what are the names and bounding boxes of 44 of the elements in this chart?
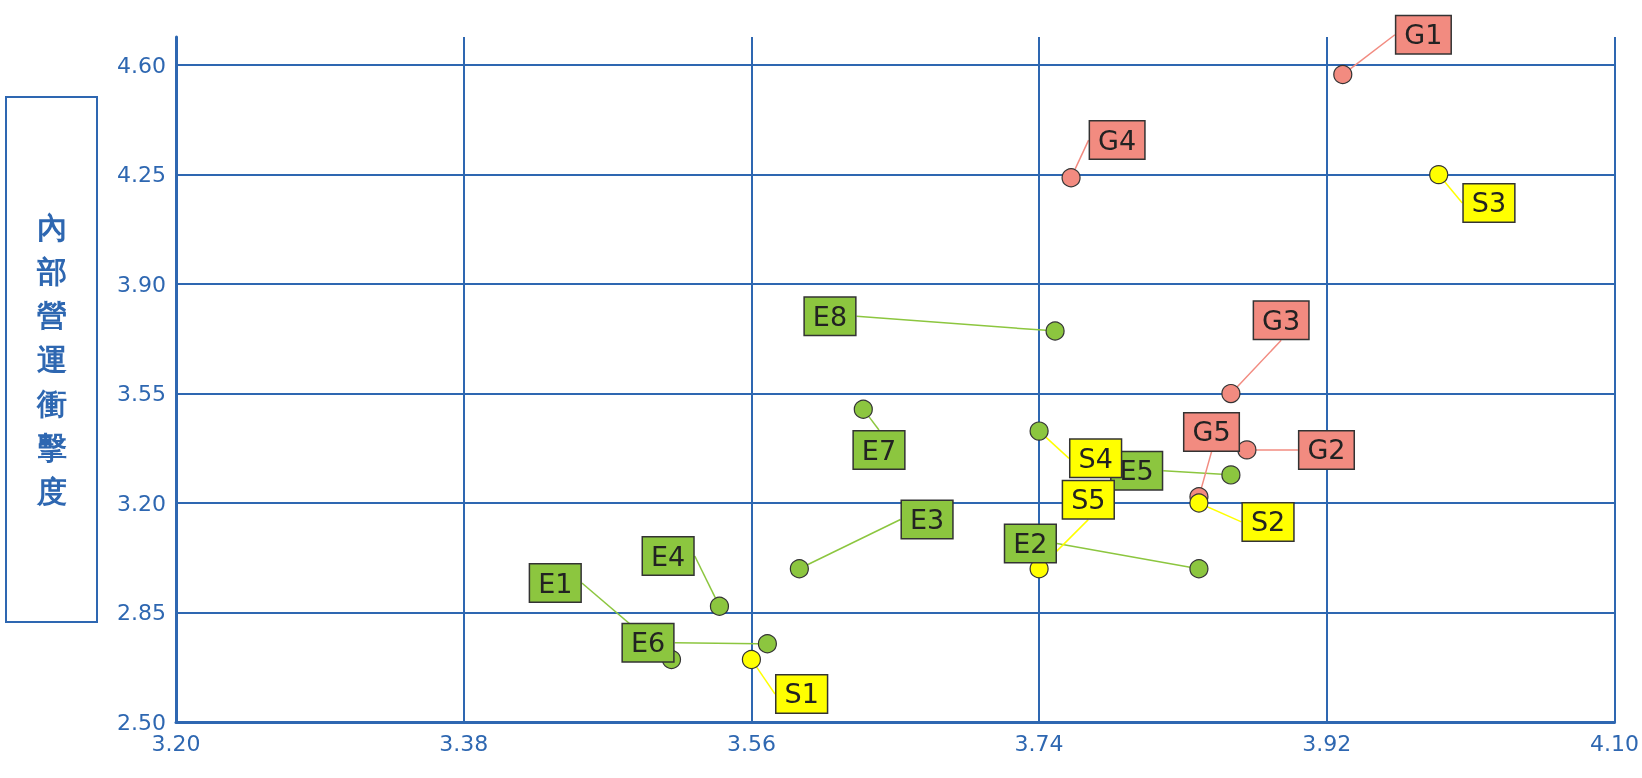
- point: [1237, 440, 1257, 460]
- data-label: E3: [909, 504, 945, 536]
- data-label: E5: [1119, 455, 1154, 487]
- x-tick-label: 3.56: [726, 730, 776, 756]
- data-label: S3: [1471, 187, 1507, 219]
- y-tick-label: 4.60: [117, 52, 166, 78]
- point: [741, 649, 761, 670]
- x-tick-label: 3.92: [1302, 730, 1352, 756]
- point: [1061, 168, 1081, 188]
- data-label: E7: [861, 434, 897, 466]
- data-label: E2: [1013, 528, 1048, 560]
- y-tick-label: 3.55: [117, 381, 166, 407]
- data-label: E4: [651, 540, 686, 572]
- point: [1429, 165, 1449, 185]
- x-tick-label: 3.38: [439, 730, 489, 756]
- point: [1189, 559, 1209, 579]
- x-tick-label: 4.10: [1590, 730, 1639, 756]
- data-label: G1: [1404, 19, 1443, 51]
- data-label: S2: [1250, 506, 1286, 538]
- point: [853, 399, 873, 419]
- point: [757, 634, 777, 654]
- point: [1045, 321, 1065, 341]
- data-label: S5: [1071, 484, 1106, 516]
- data-label: G2: [1307, 434, 1346, 466]
- data-label: S1: [784, 678, 819, 710]
- data-label: E6: [630, 627, 666, 659]
- point: [709, 596, 730, 616]
- data-label: S4: [1078, 442, 1113, 474]
- y-tick-label: 2.85: [117, 600, 166, 626]
- y-tick-label: 4.25: [117, 162, 166, 188]
- data-label: G3: [1262, 304, 1301, 336]
- y-tick-label: 3.20: [117, 490, 166, 516]
- point: [1221, 465, 1241, 485]
- y-axis-title: 內部營運衝擊度: [36, 208, 67, 511]
- point: [1333, 64, 1353, 85]
- point: [789, 559, 809, 579]
- x-tick-label: 3.74: [1014, 730, 1064, 756]
- data-label: G5: [1192, 416, 1231, 448]
- point: [1221, 383, 1241, 404]
- y-tick-label: 3.90: [117, 271, 166, 297]
- data-label: E8: [812, 300, 848, 332]
- data-label: G4: [1098, 124, 1137, 156]
- point: [1189, 493, 1209, 513]
- data-label: E1: [538, 567, 573, 599]
